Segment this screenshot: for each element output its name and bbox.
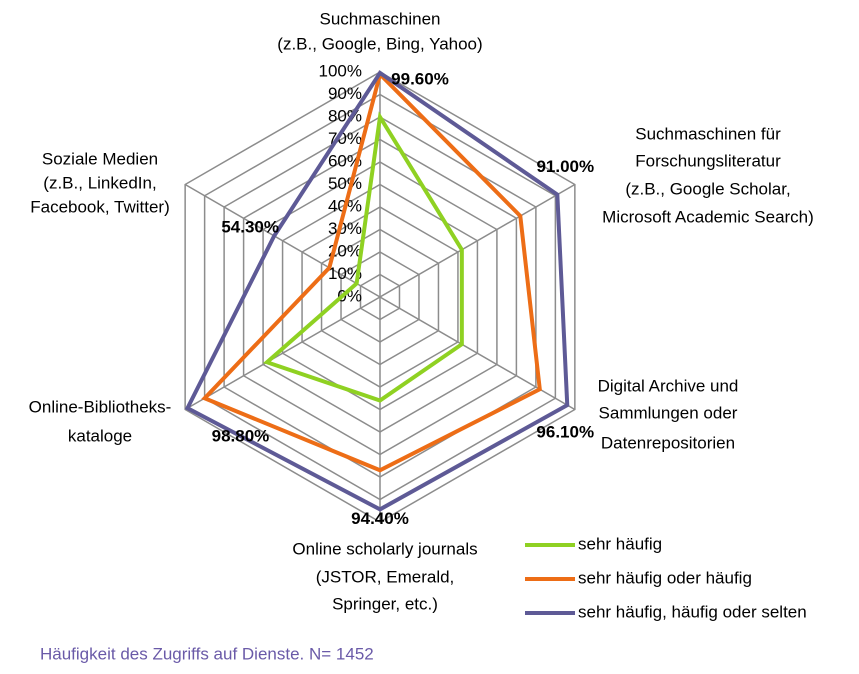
spoke — [379, 183, 576, 298]
value-label: 99.60% — [391, 69, 449, 88]
category-label: Digital Archive und — [598, 376, 739, 395]
tick-label: 0% — [337, 286, 362, 305]
category-label: Online-Bibliotheks- — [29, 397, 172, 416]
category-label: (JSTOR, Emerald, — [316, 567, 455, 586]
tick-label: 30% — [328, 219, 362, 238]
category-label: Soziale Medien — [42, 149, 158, 168]
legend-label: sehr häufig, häufig oder selten — [578, 602, 807, 621]
category-label: Facebook, Twitter) — [30, 197, 170, 216]
category-label: kataloge — [68, 426, 132, 445]
category-label: Datenrepositorien — [601, 433, 735, 452]
value-label: 54.30% — [221, 217, 279, 236]
value-label: 94.40% — [351, 509, 409, 528]
tick-label: 10% — [328, 264, 362, 283]
tick-label: 100% — [319, 61, 362, 80]
spoke — [379, 296, 576, 411]
tick-label: 50% — [328, 174, 362, 193]
spoke — [184, 296, 381, 411]
category-label: Online scholarly journals — [292, 539, 477, 558]
category-label: Sammlungen oder — [599, 403, 738, 422]
category-label: Suchmaschinen für — [635, 124, 781, 143]
category-label: (z.B., Google, Bing, Yahoo) — [277, 34, 482, 53]
category-label: Microsoft Academic Search) — [602, 207, 814, 226]
tick-label: 90% — [328, 84, 362, 103]
caption: Häufigkeit des Zugriffs auf Dienste. N= … — [40, 644, 374, 663]
value-label: 91.00% — [536, 157, 594, 176]
legend-label: sehr häufig — [578, 534, 662, 553]
category-label: (z.B., Google Scholar, — [625, 179, 790, 198]
category-label: Springer, etc.) — [332, 594, 438, 613]
tick-label: 60% — [328, 151, 362, 170]
legend-label: sehr häufig oder häufig — [578, 568, 752, 587]
category-label: (z.B., LinkedIn, — [43, 173, 156, 192]
series-line — [184, 70, 570, 512]
series-line — [201, 70, 542, 473]
spoke — [184, 183, 381, 298]
series-line — [263, 111, 464, 403]
value-label: 98.80% — [212, 427, 270, 446]
category-label: Forschungsliteratur — [635, 151, 781, 170]
category-label: Suchmaschinen — [320, 9, 441, 28]
value-label: 96.10% — [536, 423, 594, 442]
